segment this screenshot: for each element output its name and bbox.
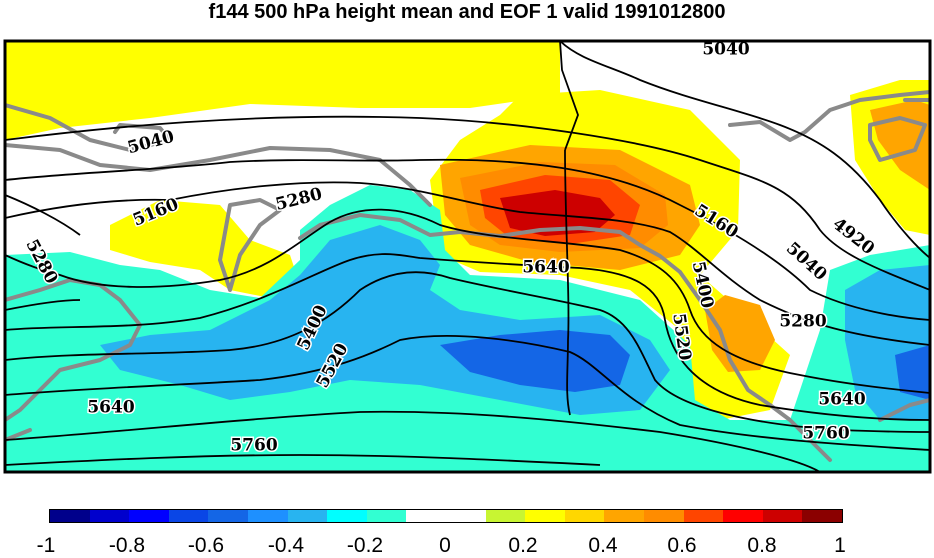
colorbar-tick-label: 0.4 bbox=[588, 534, 618, 557]
colorbar-tick-label: -0.4 bbox=[267, 534, 305, 557]
colorbar-segment bbox=[247, 510, 288, 522]
anomaly-yellow-west bbox=[110, 200, 300, 298]
colorbar-segment bbox=[50, 510, 90, 522]
colorbar-tick-label: 0.6 bbox=[667, 534, 697, 557]
contour-label: 5280 bbox=[779, 312, 826, 332]
anomaly-blue-east bbox=[895, 345, 930, 400]
colorbar-tick-label: -0.6 bbox=[187, 534, 225, 557]
colorbar-segment bbox=[129, 510, 169, 522]
anomaly-blue-south bbox=[440, 330, 630, 392]
contour-label: 5040 bbox=[702, 40, 749, 60]
colorbar-tick-label: -1 bbox=[36, 534, 56, 557]
anomaly-yellow-northwest bbox=[5, 41, 560, 140]
contour-label: 5640 bbox=[818, 390, 865, 410]
colorbar-segment bbox=[802, 510, 842, 522]
height-contours bbox=[5, 41, 930, 472]
colorbar-segment bbox=[287, 510, 328, 522]
colorbar-tick-label: 1 bbox=[834, 534, 846, 557]
colorbar-segment bbox=[564, 510, 605, 522]
colorbar-segment bbox=[485, 510, 526, 522]
colorbar-segment bbox=[366, 510, 407, 522]
colorbar bbox=[49, 509, 843, 523]
colorbar-segment bbox=[683, 510, 724, 522]
anomaly-orange-southeast bbox=[705, 295, 775, 372]
plot-title: f144 500 hPa height mean and EOF 1 valid… bbox=[208, 1, 726, 23]
colorbar-segment bbox=[327, 510, 367, 522]
colorbar-tick-label: -0.2 bbox=[346, 534, 384, 557]
colorbar-segment bbox=[445, 510, 486, 522]
contour-label: 5640 bbox=[522, 258, 569, 278]
colorbar-tick-label: -0.8 bbox=[108, 534, 146, 557]
colorbar-segment bbox=[168, 510, 209, 522]
map-frame bbox=[3, 39, 932, 474]
colorbar-segment bbox=[406, 510, 446, 522]
colorbar-tick-label: 0.2 bbox=[508, 534, 538, 557]
colorbar-segment bbox=[208, 510, 248, 522]
contour-label: 5760 bbox=[802, 424, 849, 444]
colorbar-tick-label: 0 bbox=[439, 534, 451, 557]
contour-label: 5760 bbox=[230, 436, 277, 456]
colorbar-segment bbox=[525, 510, 565, 522]
contour-label: 5640 bbox=[87, 398, 134, 418]
colorbar-segment bbox=[762, 510, 803, 522]
colorbar-tick-label: 0.8 bbox=[747, 534, 777, 557]
colorbar-segment bbox=[604, 510, 644, 522]
colorbar-segment bbox=[643, 510, 684, 522]
colorbar-segment bbox=[89, 510, 130, 522]
colorbar-ticks: -1 -0.8 -0.6 -0.4 -0.2 0 0.2 0.4 0.6 0.8 1 bbox=[0, 534, 934, 558]
anomaly-darkred-center bbox=[500, 190, 615, 236]
colorbar-segment bbox=[723, 510, 763, 522]
